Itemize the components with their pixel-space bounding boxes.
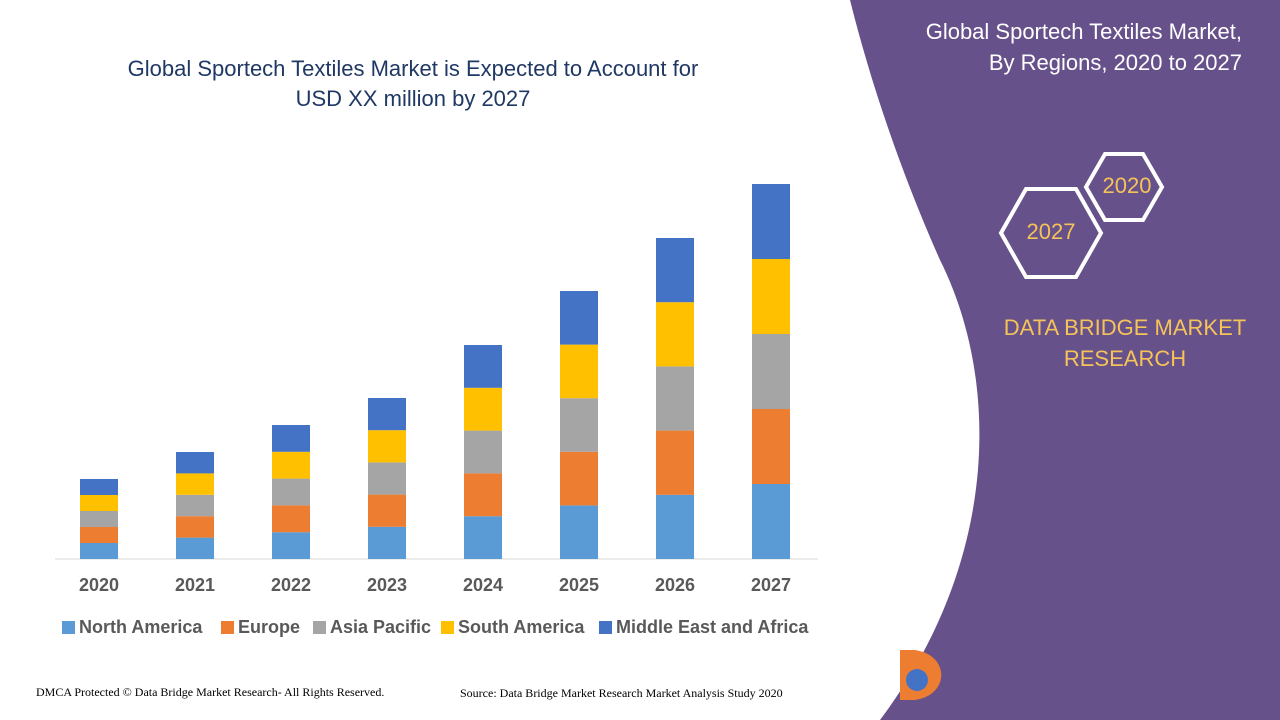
- bar-segment: [656, 238, 694, 303]
- x-tick-label: 2021: [175, 575, 215, 595]
- bar-segment: [80, 479, 118, 495]
- bar-segment: [80, 543, 118, 559]
- chart-title: Global Sportech Textiles Market is Expec…: [127, 56, 699, 111]
- bar-segment: [560, 291, 598, 345]
- bar-segment: [656, 366, 694, 431]
- x-tick-label: 2023: [367, 575, 407, 595]
- legend-swatch: [313, 621, 326, 634]
- footer-left: DMCA Protected © Data Bridge Market Rese…: [36, 685, 384, 699]
- brand: DATA BRIDGE MARKET RESEARCH: [1003, 315, 1247, 371]
- hex-label: 2020: [1103, 173, 1152, 198]
- side-panel: [850, 0, 1280, 720]
- bar-segment: [656, 302, 694, 367]
- x-tick-label: 2025: [559, 575, 599, 595]
- logo-tagline: MARKET RESEARCH: [954, 676, 1119, 686]
- footer-right: Source: Data Bridge Market Research Mark…: [460, 686, 783, 700]
- bar-segment: [560, 344, 598, 399]
- bar-segment: [752, 259, 790, 334]
- bar-segment: [272, 425, 310, 452]
- bar-segment: [464, 516, 502, 559]
- bar-segment: [272, 505, 310, 533]
- legend-swatch: [221, 621, 234, 634]
- bar-segment: [176, 494, 214, 517]
- bar-segment: [560, 505, 598, 559]
- x-tick-label: 2020: [79, 575, 119, 595]
- legend-label: South America: [458, 617, 585, 637]
- bar-segment: [560, 451, 598, 506]
- bar-segment: [272, 451, 310, 479]
- bar-segment: [464, 430, 502, 474]
- bar-segment: [560, 398, 598, 452]
- legend-label: North America: [79, 617, 203, 637]
- bar-segment: [752, 409, 790, 484]
- bar-segment: [464, 473, 502, 517]
- bar-segment: [176, 537, 214, 559]
- panel-title: Global Sportech Textiles Market, By Regi…: [925, 19, 1242, 75]
- logo-name: DATA BRIDGE: [952, 650, 1082, 672]
- bar-segment: [176, 473, 214, 495]
- bar-segment: [80, 495, 118, 511]
- bar-segment: [656, 494, 694, 559]
- bar-segment: [752, 484, 790, 559]
- bar-segment: [368, 526, 406, 559]
- x-tick-label: 2022: [271, 575, 311, 595]
- hexagon: [998, 187, 1104, 279]
- legend-swatch: [441, 621, 454, 634]
- bar-segment: [368, 462, 406, 495]
- legend-label: Middle East and Africa: [616, 617, 809, 637]
- legend-swatch: [599, 621, 612, 634]
- hex-label: 2027: [1027, 219, 1076, 244]
- bar-segment: [272, 532, 310, 559]
- x-tick-label: 2027: [751, 575, 791, 595]
- bar-segment: [464, 387, 502, 431]
- logo-mark: [906, 669, 928, 691]
- legend-label: Asia Pacific: [330, 617, 431, 637]
- bar-segment: [176, 452, 214, 474]
- bar-segment: [656, 430, 694, 495]
- hexagon: [1083, 152, 1165, 222]
- bar-segment: [368, 430, 406, 463]
- x-tick-label: 2024: [463, 575, 503, 595]
- bar-segment: [752, 334, 790, 409]
- bar-segment: [176, 516, 214, 538]
- legend-swatch: [62, 621, 75, 634]
- bar-segment: [464, 345, 502, 388]
- bar-segment: [368, 494, 406, 527]
- bar-segment: [272, 478, 310, 506]
- bar-segment: [80, 511, 118, 527]
- bar-segment: [368, 398, 406, 431]
- bar-segment: [752, 184, 790, 259]
- legend-label: Europe: [238, 617, 300, 637]
- x-tick-label: 2026: [655, 575, 695, 595]
- bar-segment: [80, 527, 118, 543]
